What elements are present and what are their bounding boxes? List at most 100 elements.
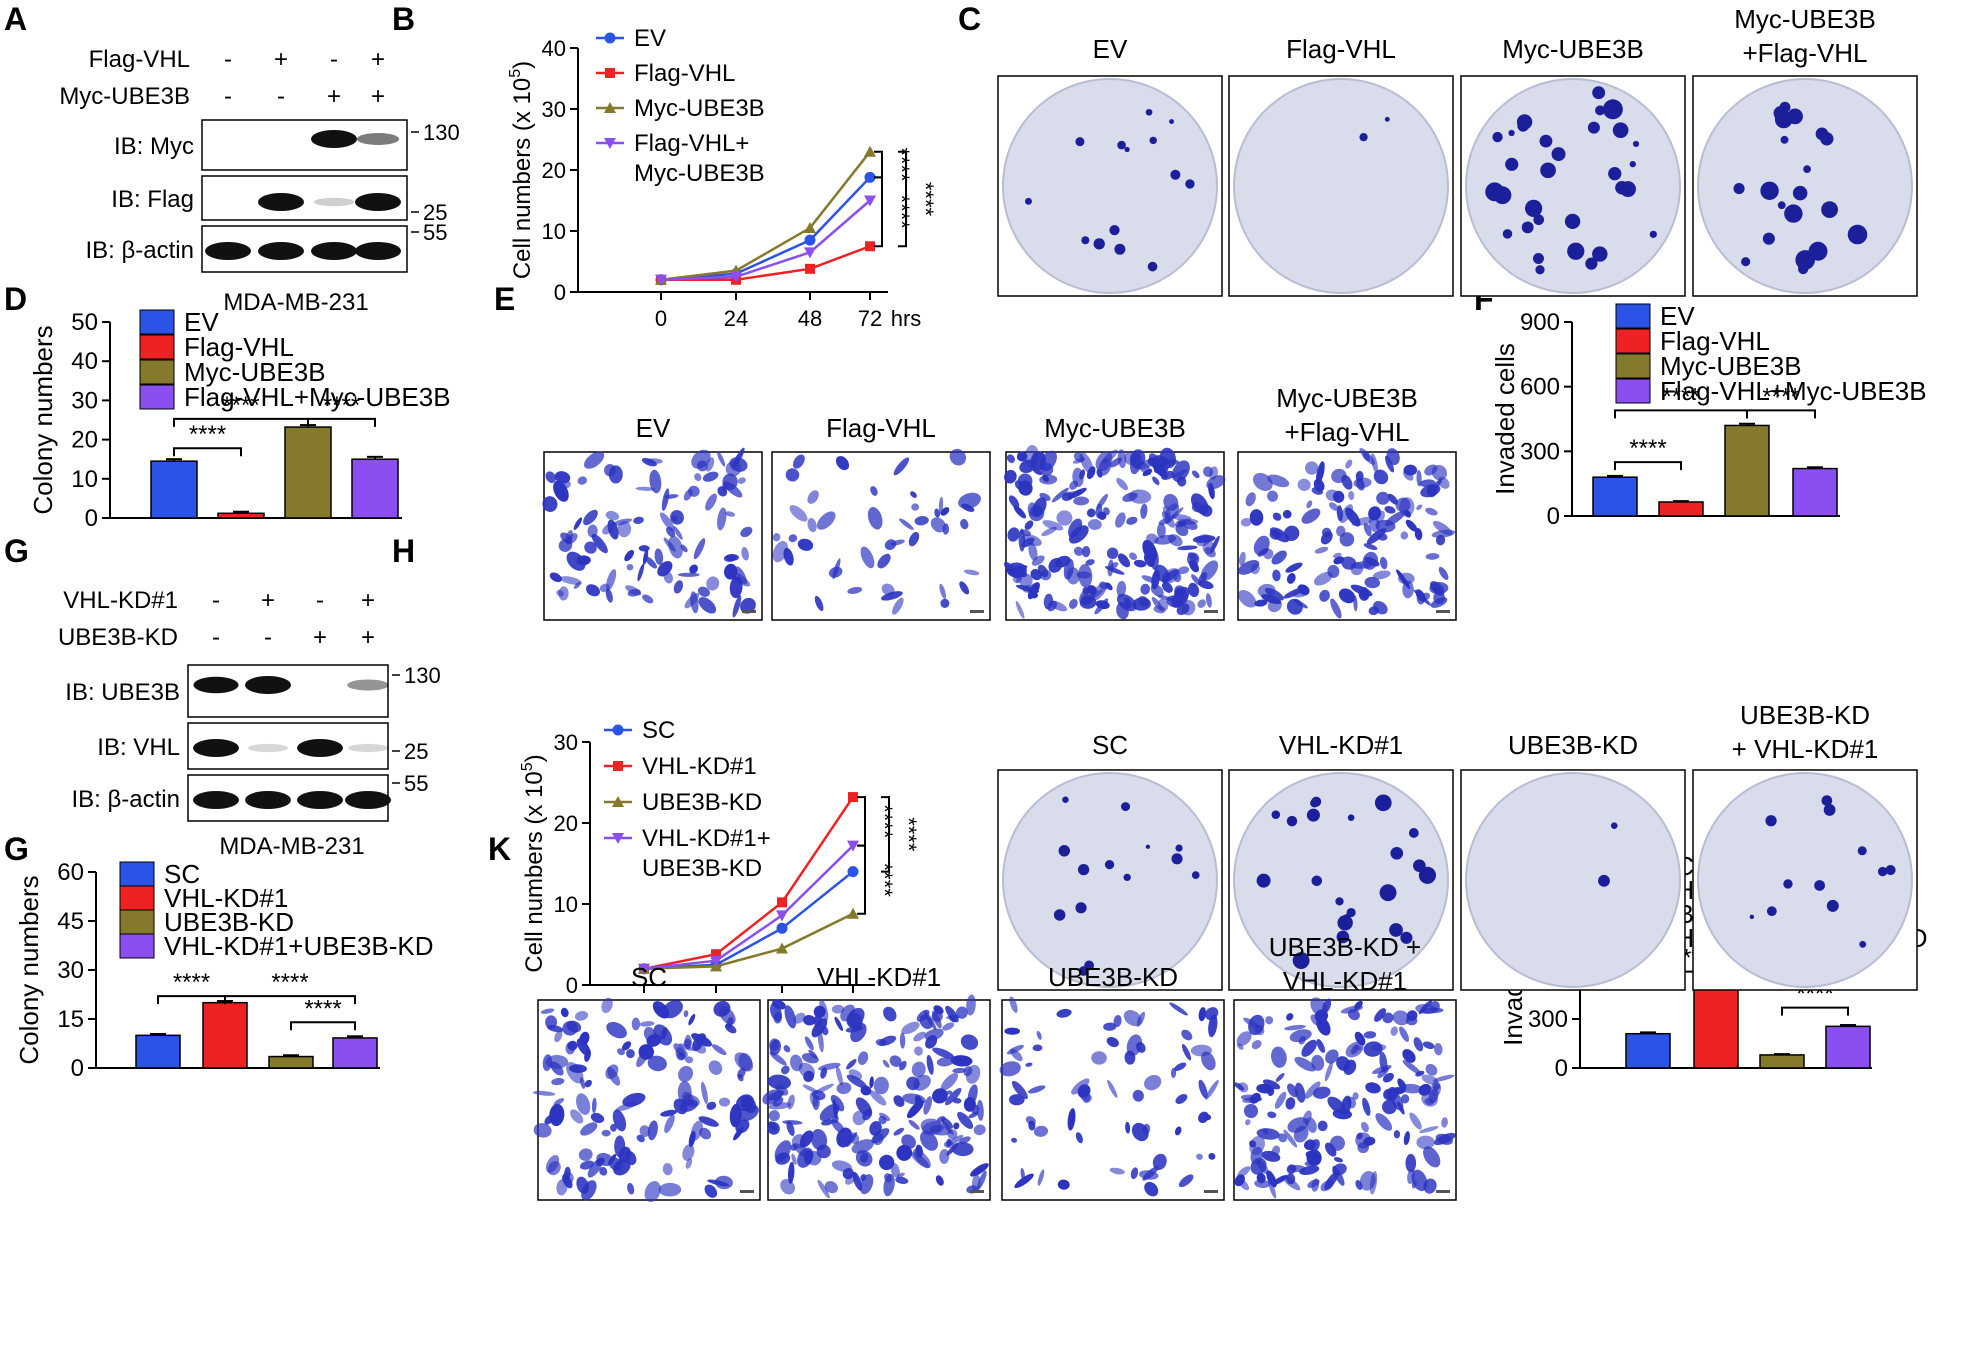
culture-plate [1233,78,1449,294]
cell-stain [1355,470,1364,483]
lane-mark: - [212,624,220,651]
cell-stain [1414,527,1423,541]
cell-stain [1073,546,1084,556]
plate-title: VHL-KD#1 [1279,730,1403,760]
colony [1418,866,1437,884]
y-tick-label: 30 [71,387,98,414]
cell-stain [963,569,980,576]
cell-stain [647,1120,658,1141]
cell-stain [1250,1146,1263,1165]
colony [1823,803,1836,816]
band [311,130,357,148]
western-blot-A: Flag-VHL Myc-UBE3B - + - + - - + + IB: Myc 130 IB: F… [59,46,459,316]
cell-stain [1327,564,1340,578]
cell-stain [705,457,715,472]
cell-stain [939,583,947,600]
cell-stain [959,581,970,595]
cell-stain [1287,1117,1309,1133]
colony [1612,122,1629,139]
colony [1075,137,1085,147]
cell-stain [1363,1031,1377,1039]
cell-stain [1140,503,1148,519]
cell-stain [1240,517,1252,527]
band [356,133,400,145]
data-point [847,840,859,852]
cell-stain [956,1006,968,1019]
colony [1123,873,1131,882]
band [193,676,239,694]
cell-stain [677,572,700,577]
cell-stain [611,518,633,526]
legend-label: VHL-KD#1 [164,883,288,913]
y-tick-label: 30 [554,730,578,755]
colony [1335,897,1344,906]
cell-stain [914,516,929,526]
sig-label: **** [872,863,897,898]
series-1: VHL-KD#1 [604,753,858,974]
cell-stain [678,1065,694,1082]
colony [1171,853,1183,865]
panel-letter-C: C [958,1,981,37]
cell-stain [1272,569,1281,582]
cell-stain [1354,1044,1362,1051]
cell-stain [1267,490,1279,502]
cell-stain [1317,1120,1328,1132]
cell-stain [831,1004,845,1014]
data-point [804,221,816,233]
cell-stain [859,1174,874,1195]
cell-stain [645,556,657,569]
cell-stain [1028,542,1038,561]
cell-stain [960,518,969,530]
colony [1539,134,1553,148]
y-axis-label: Cell numbers (x 105) [519,754,548,972]
cell-stain [1378,533,1388,541]
cell-stain [943,1141,954,1149]
cell-stain [1095,600,1110,610]
cell-stain [1079,452,1093,474]
cell-stain [607,1066,621,1086]
cell-stain [924,1028,944,1041]
cell-stain [1282,509,1292,519]
cell-stain [1293,599,1308,609]
data-point [776,942,788,954]
cell-stain [670,510,684,525]
cell-stain [1264,587,1284,601]
cell-stain [875,1038,887,1047]
cell-stain [1072,457,1086,464]
cell-stain [1172,460,1190,482]
colony [1820,132,1834,146]
y-tick-label: 45 [57,908,84,935]
legend-label: UBE3B-KD [642,789,762,816]
cell-stain [811,1018,828,1038]
line-chart-H: 01020300244872hrsCell numbers (x 105)SCV… [519,717,921,1024]
cell-stain [689,564,698,574]
cell-stain [1319,589,1330,602]
cell-stain [871,1128,890,1144]
cell-stain [1015,600,1025,619]
cell-stain [1387,493,1398,505]
cell-stain [845,1173,857,1185]
cell-stain [1175,523,1189,537]
cell-stain [1433,1074,1455,1082]
sig-label: **** [271,969,308,996]
y-tick-label: 300 [1528,1006,1568,1033]
data-point [804,247,816,259]
cell-stain [627,1182,635,1195]
cell-stain [896,1172,905,1179]
cell-stain [673,1098,688,1115]
cell-stain [1333,1157,1344,1163]
cell-stain [1007,527,1020,542]
scale-bar [740,1190,754,1193]
cell-stain [1399,497,1415,517]
cell-stain [1366,528,1387,545]
colony [1170,169,1181,180]
colony [1598,874,1610,887]
row-label: VHL-KD#1 [63,587,178,614]
cell-stain [547,1024,564,1033]
colony [1814,880,1825,891]
cell-stain [585,584,600,597]
cell-stain [893,1127,905,1136]
cell-stain [737,477,746,484]
cell-stain [1202,540,1216,555]
